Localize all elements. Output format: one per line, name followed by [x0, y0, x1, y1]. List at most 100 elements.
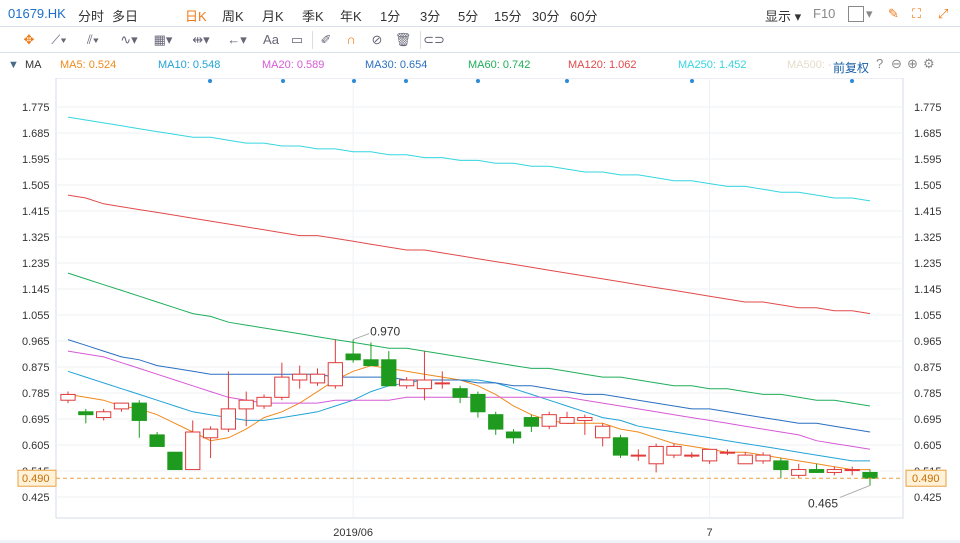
help-icon[interactable]: ?: [876, 56, 884, 71]
y-tick-label-left: 0.695: [22, 414, 50, 426]
event-marker-icon: [352, 79, 356, 83]
range-tool-icon[interactable]: ⇹▾: [192, 32, 210, 47]
kline-chart[interactable]: 1.775 1.775 1.685 1.685 1.595 1.595 1.505 1.505…: [0, 77, 960, 540]
channel-tool-icon[interactable]: ⫽▾: [86, 32, 100, 47]
current-price-tag-left: [17, 469, 57, 487]
indicator-collapse-icon[interactable]: ▼: [8, 59, 19, 71]
line-tool-icon[interactable]: ⟋▾: [51, 32, 67, 47]
ma-line: [67, 365, 870, 471]
link-icon[interactable]: ⊂⊃: [420, 31, 447, 49]
current-price-label-left: 0.490: [22, 473, 50, 485]
period-tab[interactable]: 5分: [458, 9, 479, 24]
arrow-tool-icon[interactable]: ←▾: [227, 32, 247, 47]
ma-line: [67, 350, 871, 450]
trash-icon[interactable]: 🗑: [394, 32, 412, 47]
magnet-icon[interactable]: ∩: [346, 32, 356, 47]
hide-drawings-icon[interactable]: ⊘: [371, 32, 383, 47]
event-marker-icon: [281, 79, 285, 83]
high-annotation: 0.970: [370, 325, 400, 339]
settings-icon[interactable]: ⚙: [923, 56, 935, 71]
y-tick-label-right: 1.235: [914, 258, 942, 270]
candle-body: [149, 434, 165, 447]
low-annotation: 0.465: [808, 496, 838, 510]
x-tick-label: 7: [707, 527, 713, 539]
y-tick-label-right: 1.775: [914, 102, 942, 114]
candle-body: [808, 469, 825, 473]
minus-icon[interactable]: ⊖: [891, 56, 902, 71]
period-tab[interactable]: 3分: [420, 9, 441, 24]
ma-line: [67, 194, 871, 315]
low-annotation-leader: [839, 484, 871, 498]
ma-legend-label: MA20: 0.589: [262, 59, 325, 71]
event-marker-icon: [476, 79, 480, 83]
period-tab[interactable]: 30分: [532, 9, 560, 24]
period-tab[interactable]: 周K: [222, 9, 244, 24]
y-tick-label-left: 1.055: [22, 310, 50, 322]
candle-body: [363, 359, 379, 367]
candle-body: [381, 359, 397, 387]
period-tab[interactable]: 月K: [262, 9, 284, 24]
pencil-icon[interactable]: ✎: [888, 6, 899, 21]
crosshair-icon[interactable]: ✥: [23, 32, 35, 47]
y-tick-label-right: 1.145: [914, 284, 942, 296]
adjust-mode-button[interactable]: 前复权: [833, 61, 870, 75]
chevron-down-icon[interactable]: ▾: [866, 6, 873, 21]
candle-body: [541, 414, 557, 427]
y-tick-label-right: 1.685: [914, 128, 942, 140]
text-tool-button[interactable]: Aa: [263, 32, 279, 47]
grid-tool-icon[interactable]: ▦▾: [153, 32, 173, 47]
ma-legend-label: MA500: -: [787, 59, 832, 71]
y-tick-label-left: 1.145: [22, 284, 50, 296]
window-toggle-icon[interactable]: [848, 6, 864, 22]
comment-tool-icon[interactable]: ▭: [290, 32, 304, 47]
f10-button[interactable]: F10: [813, 6, 836, 21]
candle-body: [791, 469, 807, 476]
event-marker-icon: [850, 79, 854, 83]
y-tick-label-right: 0.875: [914, 362, 942, 374]
y-tick-label-right: 0.425: [914, 492, 942, 504]
period-tab[interactable]: 1分: [380, 9, 401, 24]
current-price-tag-right: [905, 469, 947, 487]
drawing-toolbar: ✥ ⟋▾ ⫽▾ ∿▾ ▦▾ ⇹▾ ←▾ Aa ▭ ✐ ∩ ⊘ 🗑 ⊂⊃: [0, 27, 960, 53]
high-annotation-leader: [352, 333, 370, 341]
period-tab[interactable]: 季K: [302, 9, 324, 24]
ma-legend-label: MA60: 0.742: [468, 59, 531, 71]
ma-line: [67, 272, 871, 407]
y-tick-label-right: 1.505: [914, 180, 942, 192]
period-tab[interactable]: 多日: [112, 9, 139, 24]
candle-body: [595, 425, 611, 439]
expand-icon[interactable]: ⤢: [938, 6, 949, 21]
display-menu-button[interactable]: 显示 ▾: [765, 9, 802, 24]
period-tab[interactable]: 15分: [494, 9, 522, 24]
stock-symbol: 01679.HK: [8, 6, 66, 21]
pen-tool-icon[interactable]: ✐: [312, 31, 339, 49]
candle-body: [78, 411, 94, 416]
candle-body: [434, 382, 450, 385]
wave-tool-icon[interactable]: ∿▾: [120, 32, 138, 47]
y-tick-label-left: 0.425: [22, 492, 50, 504]
y-tick-label-right: 1.325: [914, 232, 942, 244]
candle-body: [701, 448, 718, 462]
period-tab[interactable]: 60分: [570, 9, 598, 24]
period-tab[interactable]: 年K: [340, 9, 362, 24]
current-price-label-right: 0.490: [912, 473, 940, 485]
candle-body: [96, 411, 112, 419]
ma-legend-label: MA5: 0.524: [60, 59, 117, 71]
period-tab[interactable]: 日K: [185, 9, 207, 24]
candle-body: [755, 454, 771, 462]
ma-line: [67, 116, 871, 202]
candle-body: [292, 373, 308, 381]
period-tab[interactable]: 分时: [78, 9, 105, 24]
indicator-name[interactable]: MA: [25, 59, 42, 71]
candle-body: [488, 414, 504, 430]
candle-body: [826, 469, 842, 473]
plus-icon[interactable]: ⊕: [907, 56, 918, 71]
chart-canvas[interactable]: 1.775 1.775 1.685 1.685 1.595 1.595 1.505 1.505…: [0, 77, 960, 540]
candle-body: [773, 460, 789, 471]
y-tick-label-left: 1.235: [22, 258, 50, 270]
y-tick-label-left: 0.875: [22, 362, 50, 374]
candle-body: [327, 362, 343, 387]
fullscreen-icon[interactable]: ⛶: [912, 6, 922, 21]
candle-body: [630, 454, 646, 457]
x-tick-label: 2019/06: [333, 527, 373, 539]
